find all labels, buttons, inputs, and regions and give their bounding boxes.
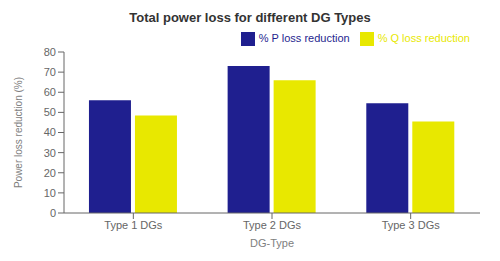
svg-text:40: 40 bbox=[44, 126, 56, 138]
svg-text:50: 50 bbox=[44, 106, 56, 118]
html-text:Total power loss for different: Total power loss for different DG Types bbox=[129, 10, 371, 25]
svg-text:70: 70 bbox=[44, 66, 56, 78]
svg-text:80: 80 bbox=[44, 46, 56, 58]
svg-text:20: 20 bbox=[44, 167, 56, 179]
svg-text:30: 30 bbox=[44, 147, 56, 159]
svg-text:60: 60 bbox=[44, 86, 56, 98]
svg-text:Type 3 DGs: Type 3 DGs bbox=[382, 219, 441, 231]
svg-text:DG-Type: DG-Type bbox=[250, 237, 294, 249]
html-text:% P loss reduction: % P loss reduction bbox=[258, 32, 350, 44]
svg-text:Type 2 DGs: Type 2 DGs bbox=[243, 219, 302, 231]
svg-text:10: 10 bbox=[44, 187, 56, 199]
html-text:% Q loss reduction: % Q loss reduction bbox=[377, 32, 470, 44]
svg-text:Power loss reduction (%): Power loss reduction (%) bbox=[13, 77, 24, 188]
svg-text:0: 0 bbox=[50, 207, 56, 219]
svg-text:Type 1 DGs: Type 1 DGs bbox=[104, 219, 163, 231]
